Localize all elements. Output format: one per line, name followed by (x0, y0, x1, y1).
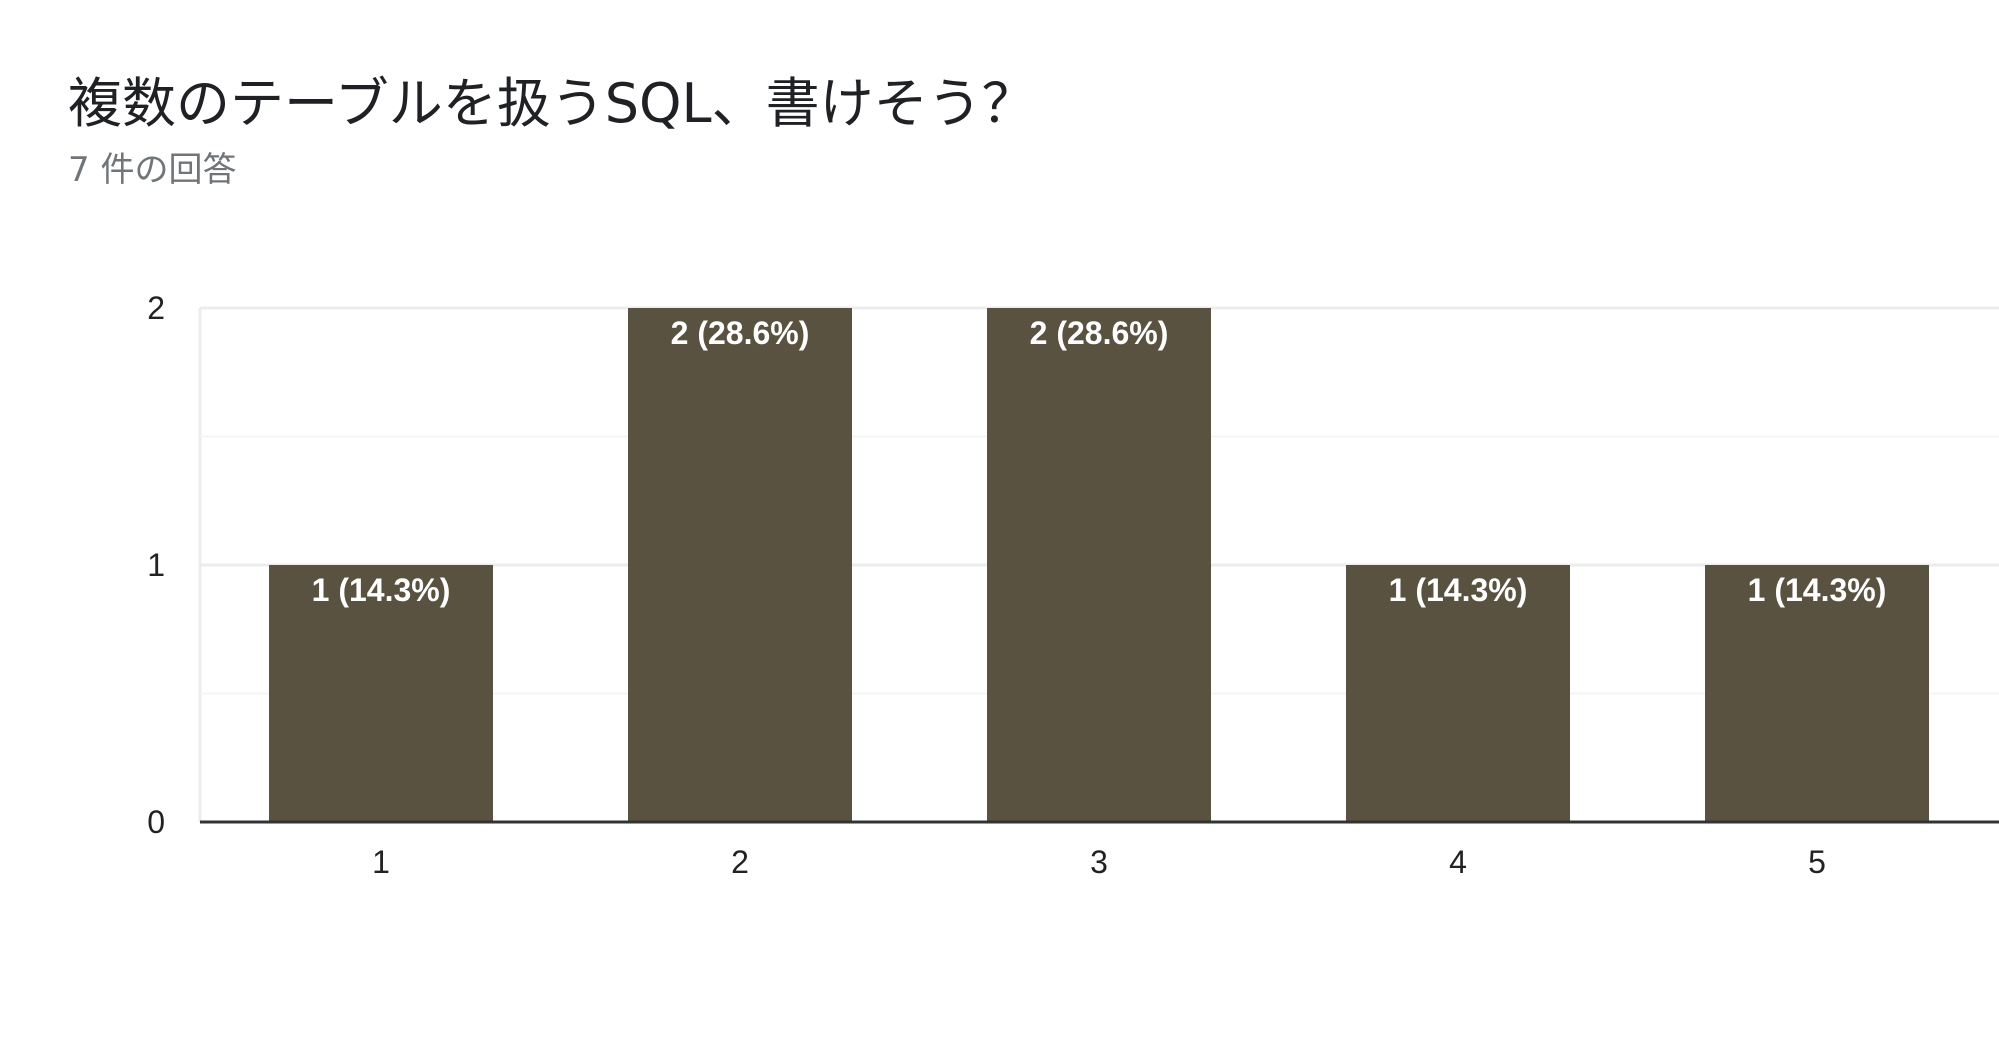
bar (1705, 565, 1929, 822)
bars (269, 308, 1929, 822)
bar (628, 308, 852, 822)
data-label: 1 (14.3%) (1389, 572, 1528, 608)
x-tick-label: 2 (731, 844, 749, 880)
bar (269, 565, 493, 822)
bar (987, 308, 1211, 822)
question-title: 複数のテーブルを扱うSQL、書けそう？ (68, 72, 1036, 135)
x-tick-label: 1 (372, 844, 390, 880)
x-tick-label: 5 (1808, 844, 1826, 880)
y-tick-label: 2 (147, 290, 165, 326)
x-tick-label: 4 (1449, 844, 1467, 880)
response-count: 7 件の回答 (68, 150, 237, 190)
data-label: 1 (14.3%) (312, 572, 451, 608)
axes: 0 1 2 1 2 3 4 5 (147, 290, 1999, 880)
y-tick-label: 0 (147, 804, 165, 840)
x-tick-label: 3 (1090, 844, 1108, 880)
data-label: 2 (28.6%) (1030, 315, 1169, 351)
bar (1346, 565, 1570, 822)
data-label: 1 (14.3%) (1748, 572, 1887, 608)
y-tick-label: 1 (147, 547, 165, 583)
data-label: 2 (28.6%) (671, 315, 810, 351)
labels: 1 (14.3%) 2 (28.6%) 2 (28.6%) 1 (14.3%) 1 (1… (312, 315, 1887, 608)
